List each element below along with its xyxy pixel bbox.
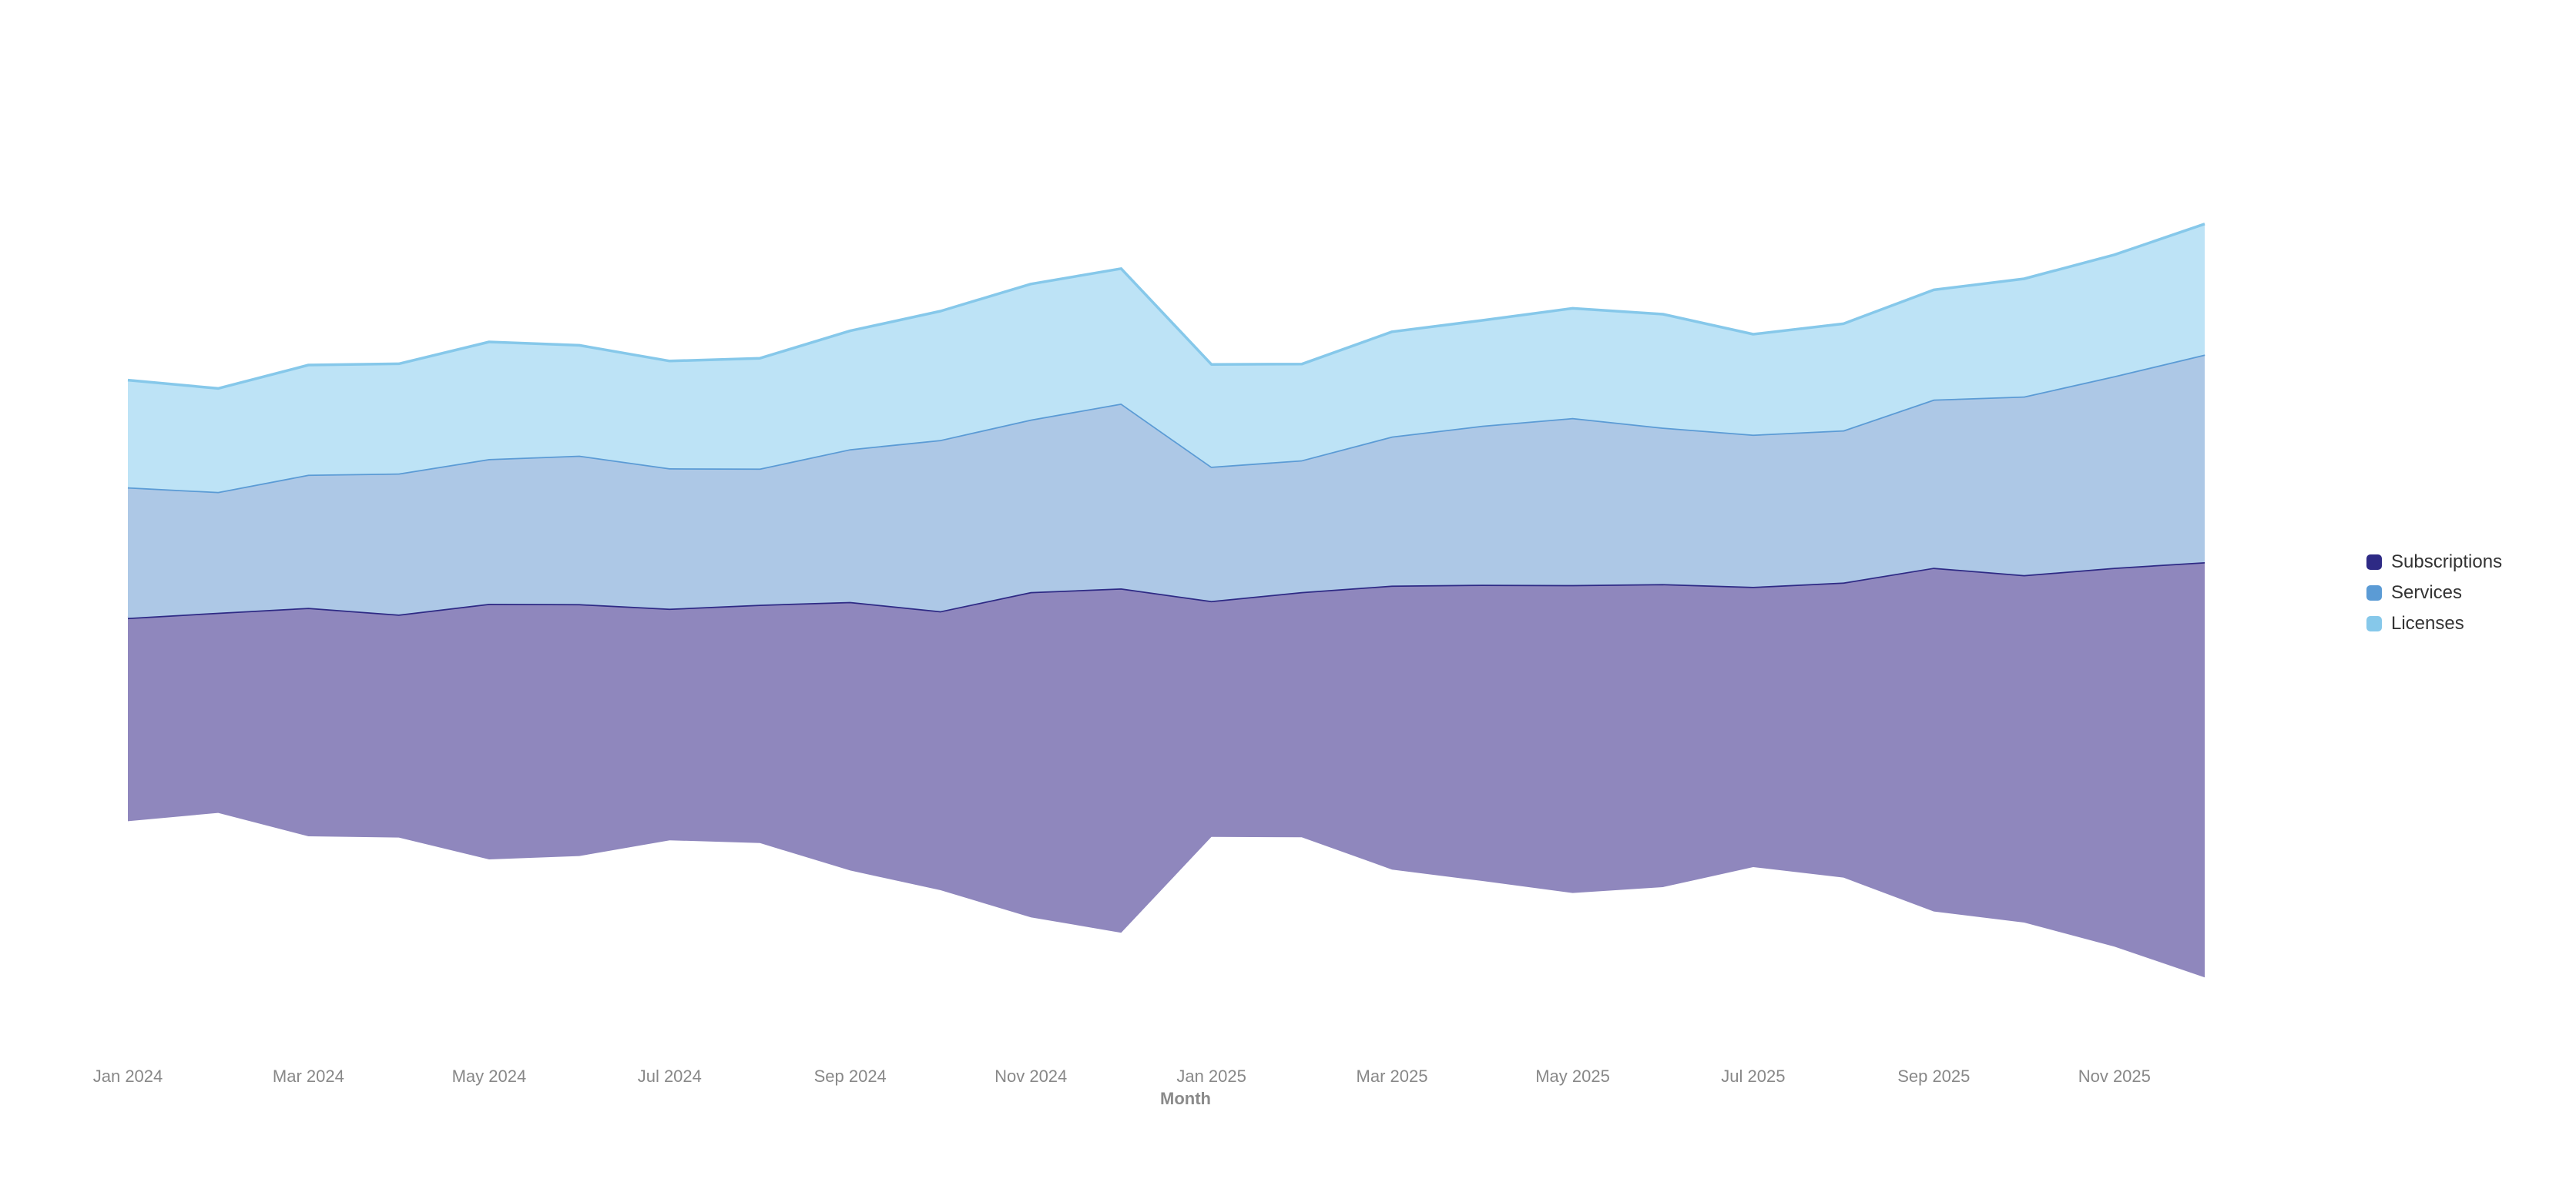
x-tick-label: Nov 2024 — [995, 1067, 1067, 1086]
x-tick-label: Jul 2024 — [638, 1067, 702, 1086]
legend-swatch — [2366, 616, 2382, 631]
legend-label: Licenses — [2391, 613, 2464, 634]
x-tick-label: Jan 2025 — [1176, 1067, 1246, 1086]
area-licenses — [128, 223, 2205, 492]
x-tick-label: May 2024 — [452, 1067, 527, 1086]
area-subscriptions — [128, 562, 2205, 978]
x-tick-label: Jan 2024 — [93, 1067, 163, 1086]
x-tick-label: Mar 2024 — [273, 1067, 344, 1086]
legend-swatch — [2366, 554, 2382, 570]
area-services — [128, 354, 2205, 618]
x-axis-ticks: Jan 2024 Mar 2024 May 2024 Jul 2024 Sep 2024… — [93, 1067, 2151, 1086]
x-axis-title: Month — [1160, 1089, 1211, 1108]
legend-label: Services — [2391, 582, 2463, 603]
legend-item-licenses: Licenses — [2366, 613, 2502, 635]
x-tick-label: May 2025 — [1535, 1067, 1610, 1086]
line-licenses — [127, 223, 2205, 390]
x-tick-label: Sep 2025 — [1897, 1067, 1970, 1086]
x-tick-label: Nov 2025 — [2078, 1067, 2151, 1086]
legend-item-services: Services — [2366, 582, 2502, 604]
legend-item-subscriptions: Subscriptions — [2366, 551, 2502, 573]
series-areas — [127, 223, 2205, 978]
legend-swatch — [2366, 585, 2382, 601]
x-tick-label: Mar 2025 — [1357, 1067, 1428, 1086]
x-tick-label: Sep 2024 — [814, 1067, 887, 1086]
chart-legend: Subscriptions Services Licenses — [2366, 551, 2502, 635]
legend-label: Subscriptions — [2391, 551, 2503, 572]
x-tick-label: Jul 2025 — [1721, 1067, 1785, 1086]
